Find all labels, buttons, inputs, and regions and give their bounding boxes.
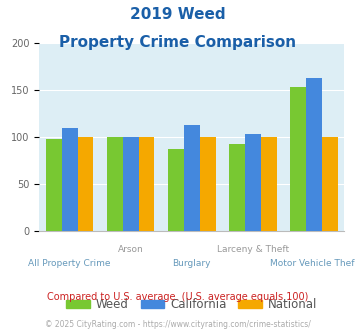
Bar [46, 139, 62, 231]
Legend: Weed, California, National: Weed, California, National [61, 293, 322, 316]
Text: All Property Crime: All Property Crime [28, 259, 111, 268]
Text: © 2025 CityRating.com - https://www.cityrating.com/crime-statistics/: © 2025 CityRating.com - https://www.city… [45, 320, 310, 329]
Bar [200, 137, 215, 231]
Bar [184, 125, 200, 231]
Text: Property Crime Comparison: Property Crime Comparison [59, 35, 296, 50]
Bar [261, 137, 277, 231]
Bar [168, 149, 184, 231]
Text: Burglary: Burglary [173, 259, 211, 268]
Text: Larceny & Theft: Larceny & Theft [217, 245, 289, 254]
Bar [107, 137, 123, 231]
Text: Arson: Arson [118, 245, 143, 254]
Bar [306, 78, 322, 231]
Bar [229, 145, 245, 231]
Bar [77, 137, 93, 231]
Text: Compared to U.S. average. (U.S. average equals 100): Compared to U.S. average. (U.S. average … [47, 292, 308, 302]
Bar [138, 137, 154, 231]
Bar [245, 134, 261, 231]
Bar [123, 137, 138, 231]
Text: Motor Vehicle Theft: Motor Vehicle Theft [270, 259, 355, 268]
Text: 2019 Weed: 2019 Weed [130, 7, 225, 21]
Bar [62, 128, 77, 231]
Bar [290, 87, 306, 231]
Bar [322, 137, 338, 231]
